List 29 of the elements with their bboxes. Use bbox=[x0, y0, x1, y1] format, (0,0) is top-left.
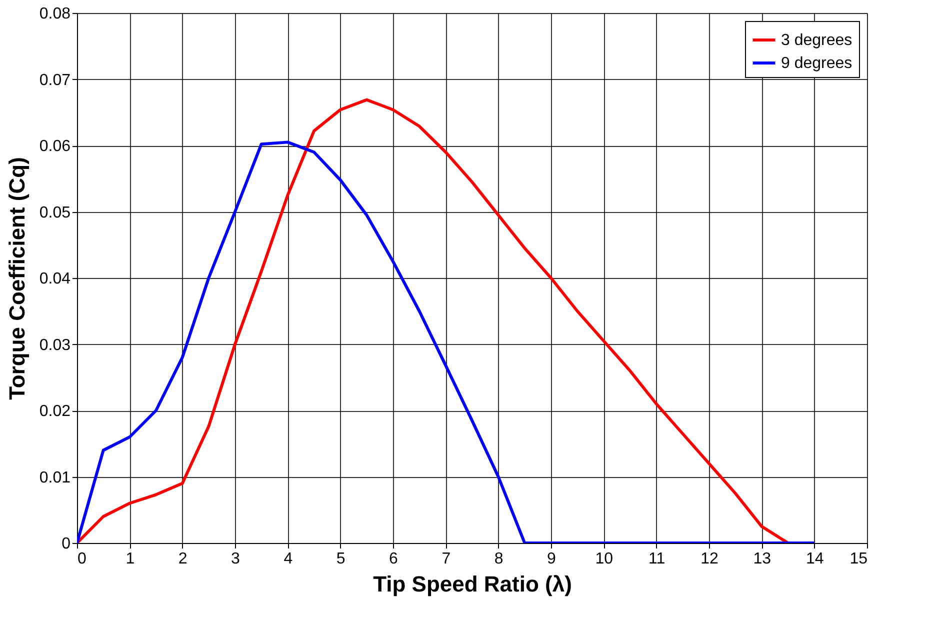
x-axis-title: Tip Speed Ratio (λ) bbox=[373, 572, 572, 596]
x-tick-label: 12 bbox=[700, 550, 718, 568]
x-tick-label: 7 bbox=[442, 550, 451, 568]
x-tick-label: 1 bbox=[126, 550, 135, 568]
y-axis-title: Torque Coefficient (Cq) bbox=[4, 157, 30, 400]
y-tick-label: 0.02 bbox=[39, 403, 71, 420]
x-tick-label: 0 bbox=[78, 550, 86, 568]
x-tick-label: 13 bbox=[753, 550, 772, 568]
y-tick-label: 0.04 bbox=[39, 270, 71, 288]
x-tick-label: 4 bbox=[284, 550, 293, 568]
x-tick-label: 2 bbox=[178, 550, 188, 568]
y-tick-label: 0.07 bbox=[39, 72, 71, 89]
x-tick-label: 3 bbox=[231, 550, 240, 568]
x-tick-label: 15 bbox=[850, 550, 868, 568]
y-tick-label: 0.03 bbox=[39, 336, 71, 354]
x-tick-label: 6 bbox=[389, 550, 398, 568]
legend-label: 3 degrees bbox=[781, 32, 852, 49]
x-tick-label: 11 bbox=[648, 550, 666, 568]
x-tick-label: 14 bbox=[806, 550, 824, 568]
x-tick-label: 9 bbox=[547, 550, 556, 568]
x-tick-label: 8 bbox=[494, 550, 504, 568]
y-tick-label: 0 bbox=[62, 536, 71, 552]
y-tick-label: 0.08 bbox=[39, 6, 71, 22]
x-tick-label: 5 bbox=[336, 550, 346, 568]
legend-label: 9 degrees bbox=[781, 55, 852, 72]
x-tick-label: 10 bbox=[595, 550, 614, 568]
y-tick-label: 0.01 bbox=[39, 469, 71, 486]
y-tick-label: 0.05 bbox=[39, 204, 71, 222]
y-tick-label: 0.06 bbox=[39, 138, 71, 155]
